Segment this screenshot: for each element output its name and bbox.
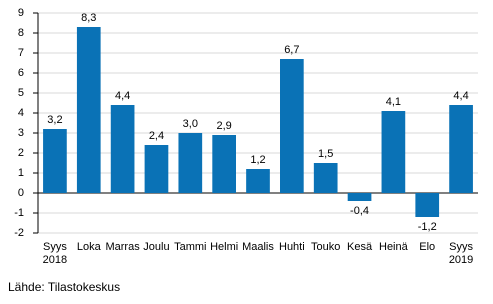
bar: [381, 111, 406, 193]
bar: [246, 169, 270, 193]
x-tick-label: Tammi: [174, 241, 207, 253]
y-tick-label: 6: [18, 67, 24, 79]
source-note: Lähde: Tilastokeskus: [8, 280, 121, 294]
bar: [178, 133, 203, 193]
y-tick-label: 8: [18, 27, 24, 39]
value-label: 4,1: [386, 96, 401, 108]
x-tick-label: Kesä: [346, 241, 373, 253]
y-tick-label: 2: [18, 147, 24, 159]
x-tick-label: Maalis: [242, 241, 274, 253]
bar: [43, 129, 67, 193]
bar: [280, 59, 304, 193]
bar: [212, 135, 236, 193]
value-label: 6,7: [284, 44, 299, 56]
value-label: -1,2: [418, 221, 437, 233]
y-tick-label: 4: [18, 107, 24, 119]
bar: [347, 193, 372, 201]
x-tick-label: Syys 2018: [42, 241, 68, 266]
x-tick-label: Heinä: [379, 241, 408, 253]
x-tick-label: Marras: [105, 241, 140, 253]
value-label: 2,9: [217, 120, 232, 132]
y-tick-label: 9: [18, 7, 24, 19]
x-tick-label: Elo: [419, 241, 436, 253]
x-tick-label: Huhti: [279, 241, 305, 253]
x-tick-label: Syys 2019: [448, 241, 474, 266]
value-label: 4,4: [453, 90, 468, 102]
value-label: 1,2: [250, 154, 265, 166]
value-label: 2,4: [149, 130, 164, 142]
value-label: 3,2: [47, 114, 62, 126]
y-tick-label: 0: [18, 187, 24, 199]
bar: [144, 145, 169, 193]
value-label: 3,0: [183, 118, 198, 130]
x-tick-label: Joulu: [143, 241, 170, 253]
x-tick-label: Helmi: [210, 241, 239, 253]
y-tick-label: 3: [18, 127, 24, 139]
bar: [110, 105, 135, 193]
bar: [76, 27, 101, 193]
x-tick-label: Loka: [76, 241, 101, 253]
y-tick-label: 1: [18, 167, 24, 179]
x-tick-label: Touko: [311, 241, 341, 253]
value-label: -0,4: [350, 205, 369, 217]
bar: [415, 193, 440, 217]
bar: [449, 105, 473, 193]
value-label: 1,5: [318, 148, 333, 160]
value-label: 4,4: [115, 90, 130, 102]
bar: [313, 163, 338, 193]
y-tick-label: -2: [14, 227, 24, 239]
value-label: 8,3: [81, 12, 96, 24]
y-tick-label: 5: [18, 87, 24, 99]
y-tick-label: -1: [14, 207, 24, 219]
y-tick-label: 7: [18, 47, 24, 59]
